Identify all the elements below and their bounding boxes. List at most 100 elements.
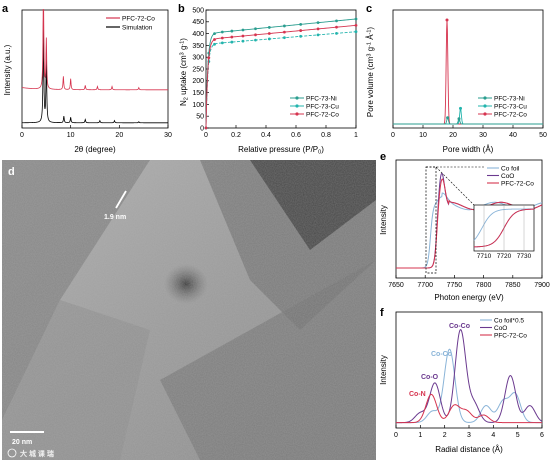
series-pfc72co-point	[299, 29, 303, 32]
series-pfc73cu-point	[254, 38, 257, 42]
axis-b-xtick-label: 0.2	[231, 132, 241, 139]
axis-c-xtick-label: 50	[539, 132, 547, 139]
legend-f-coo: CoO	[494, 325, 507, 332]
panel-b: b 0 0.2 0.4 0.6 0.8 1 0 50 100 150 200 250 300 350 400…	[178, 3, 358, 156]
series-pfc73cu-point	[241, 39, 245, 43]
legend-c-pfc73ni: PFC-73-Ni	[494, 95, 525, 102]
series-pfc73ni-line	[393, 117, 543, 125]
series-coo-line	[396, 329, 543, 424]
series-pfc73cu-point	[299, 34, 303, 38]
axis-f-xtick-label: 4	[491, 432, 495, 439]
legend-e-coo: CoO	[501, 173, 514, 180]
axis-b-ytick-label: 450	[192, 19, 204, 26]
panel-a-frame	[21, 9, 169, 129]
series-pfc73cu-point	[230, 40, 234, 44]
legend-c-pfc72co-marker	[483, 112, 487, 116]
axis-b-xtick-label: 0.6	[291, 132, 301, 139]
axis-c-xtick-label: 30	[479, 132, 487, 139]
series-pfc73cu-point	[283, 36, 286, 40]
axis-a-xtick-label: 10	[67, 132, 75, 139]
axis-b-ytick-label: 100	[192, 102, 204, 109]
axis-f-xtick-label: 2	[443, 432, 447, 439]
axis-e-xtick-label: 7800	[476, 282, 492, 289]
axis-b-xtick-label: 0.4	[261, 132, 271, 139]
legend-c-pfc72co: PFC-72-Co	[494, 111, 527, 118]
series-pfc73ni-point	[213, 32, 216, 35]
axis-a-xtick-label: 30	[164, 132, 172, 139]
series-pfc73cu-point	[316, 33, 320, 37]
axis-e-xtick-label: 7750	[447, 282, 463, 289]
legend-b-pfc73ni-marker	[295, 96, 299, 100]
legend-b-pfc73cu-marker	[295, 104, 299, 108]
series-pfc72co-point	[354, 23, 358, 27]
series-pfc73cu-point	[267, 37, 271, 41]
series-pfc73ni-point	[335, 19, 338, 23]
annotation-co-co-foil: Co-Co	[431, 351, 452, 358]
axis-c-xlabel: Pore width (Å)	[443, 145, 494, 154]
axis-b-ytick-label: 250	[192, 66, 204, 73]
series-pfc72co-point	[207, 56, 211, 60]
series-pfc73ni-point	[299, 22, 303, 26]
inset-xtick-label: 7720	[497, 253, 512, 260]
annotation-co-co-coo: Co-Co	[449, 323, 470, 330]
panel-e: e 7650 7700 7750 7800 7850 7900 7710 7720 7730 …	[379, 151, 550, 302]
series-cofoil05-line	[396, 348, 542, 424]
axis-f-xtick-label: 5	[516, 432, 520, 439]
series-pfc72co-line	[21, 9, 168, 91]
series-pfc72co-point	[204, 126, 208, 130]
panel-f-label: f	[380, 307, 384, 319]
series-pfc73ni-point	[316, 21, 320, 25]
legend-f-pfc72co: PFC-72-Co	[494, 332, 527, 339]
axis-e-xtick-label: 7900	[534, 282, 550, 289]
legend-b-pfc73ni: PFC-73-Ni	[306, 95, 337, 102]
legend-c-pfc73cu-marker	[483, 104, 487, 108]
series-pfc72co-point	[445, 18, 449, 22]
series-pfc73ni-point	[354, 17, 358, 21]
axis-b-ytick-label: 0	[200, 125, 204, 132]
legend-f-cofoil05: Co foil*0.5	[494, 317, 524, 324]
panel-d-tem-image: d 1.9 nm 20 nm 大 城 课 瑞	[2, 160, 376, 460]
axis-b-ytick-label: 150	[192, 90, 204, 97]
axis-b-ytick-label: 350	[192, 43, 204, 50]
series-pfc72co-point	[220, 36, 224, 40]
axis-a-xtick-label: 0	[20, 132, 24, 139]
axis-c-xtick-label: 20	[449, 132, 457, 139]
series-pfc73ni-point	[254, 27, 257, 31]
axis-b-xtick-label: 0.8	[321, 132, 331, 139]
axis-c-xtick-label: 10	[419, 132, 427, 139]
axis-a-xlabel: 2θ (degree)	[74, 145, 116, 154]
axis-f-xtick-label: 6	[540, 432, 544, 439]
series-pfc73cu-point	[213, 42, 216, 46]
series-pfc73ni-point	[230, 29, 234, 33]
axis-e-xtick-label: 7850	[505, 282, 521, 289]
series-pfc73ni-point	[241, 28, 245, 32]
axis-e-xtick-label: 7650	[388, 282, 404, 289]
legend-e-cofoil: Co foil	[501, 165, 520, 172]
panel-c: c 0 10 20 30 40 50 PFC-73-NiPFC-73-CuPFC-72-C…	[366, 3, 547, 154]
axis-f-xtick-label: 1	[418, 432, 422, 439]
axis-f-xtick-label: 0	[394, 432, 398, 439]
legend-a-pfc72co: PFC-72-Co	[122, 16, 155, 23]
series-pfc73ni-point	[283, 24, 286, 28]
legend-a-simulation: Simulation	[122, 25, 153, 32]
axis-a-ylabel: Intensity (a.u.)	[3, 44, 12, 95]
axis-b-xlabel: Relative pressure (P/P0)	[238, 145, 324, 156]
series-pfc73ni-point	[267, 26, 271, 29]
axis-b-ytick-label: 50	[196, 114, 204, 121]
axis-c-xtick-label: 0	[391, 132, 395, 139]
axis-b-ytick-label: 300	[192, 55, 204, 62]
lattice-marker	[115, 190, 127, 209]
axis-f-xtick-label: 3	[467, 432, 471, 439]
series-pfc73cu-point	[335, 31, 338, 35]
series-pfc73ni-point	[457, 117, 461, 121]
axis-b-xtick-label: 1	[354, 132, 358, 139]
inset-xtick-label: 7710	[477, 253, 492, 260]
panel-c-label: c	[366, 3, 372, 15]
series-pfc72co-point	[283, 30, 286, 34]
panel-a-label: a	[2, 3, 9, 15]
axis-e-xlabel: Photon energy (eV)	[434, 293, 504, 302]
axis-e-xtick-label: 7700	[417, 282, 433, 289]
legend-b-pfc72co: PFC-72-Co	[306, 111, 339, 118]
